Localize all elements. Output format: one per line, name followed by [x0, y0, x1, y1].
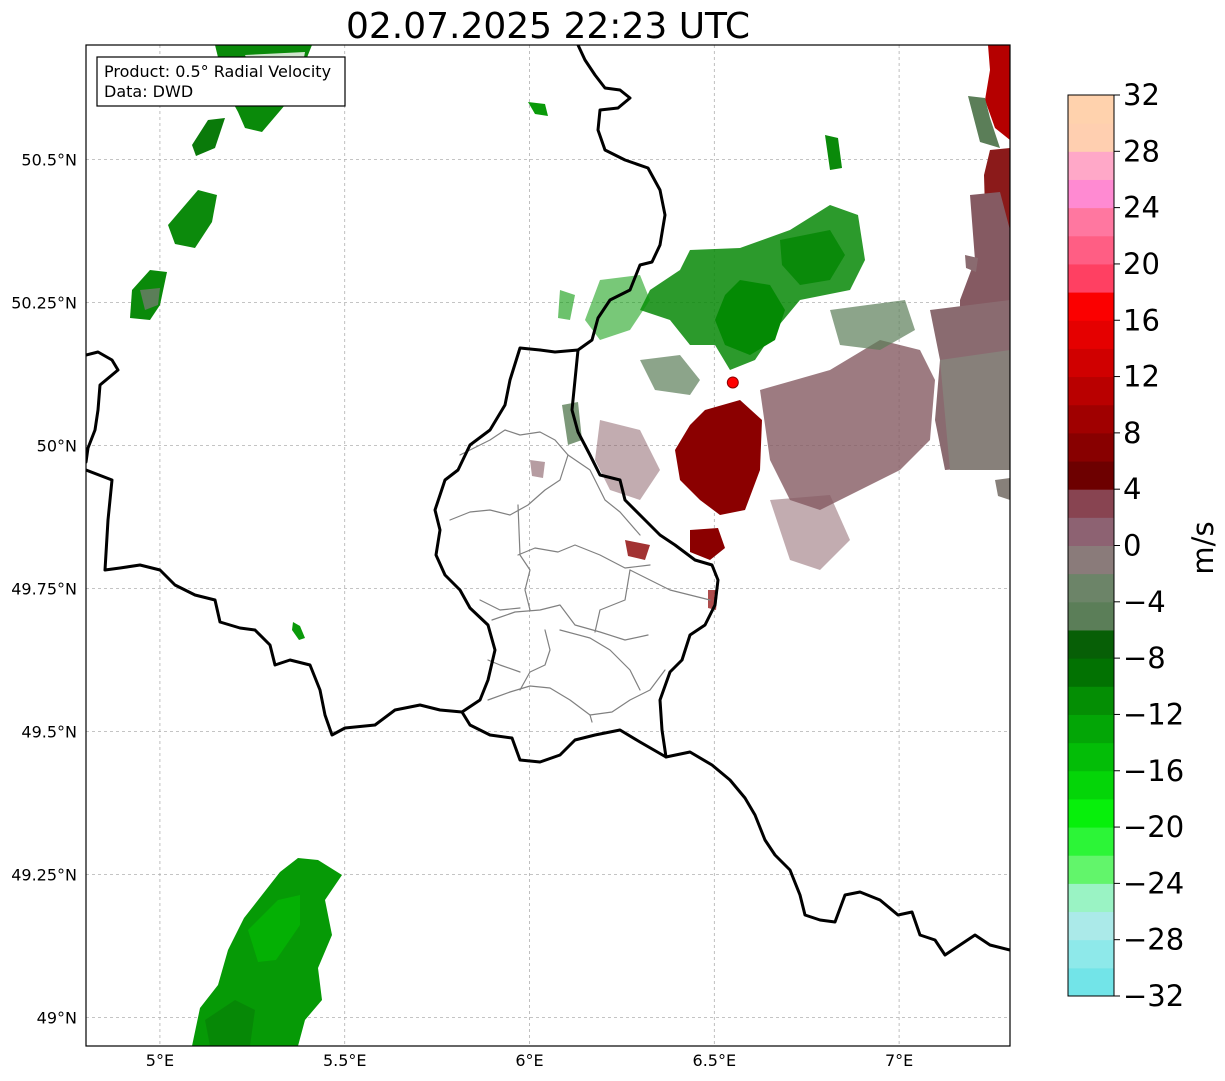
colorbar-tick-label: −32 — [1123, 979, 1184, 1013]
colorbar-label: m/s — [1186, 521, 1220, 574]
colorbar-segment — [1068, 207, 1114, 237]
colorbar-segment — [1068, 770, 1114, 800]
y-tick-label: 49°N — [37, 1008, 77, 1027]
map-background — [86, 45, 1010, 1046]
colorbar-segment — [1068, 123, 1114, 152]
colorbar-tick-label: −4 — [1123, 585, 1166, 619]
colorbar-segment — [1068, 967, 1114, 997]
colorbar-segment — [1068, 151, 1114, 180]
colorbar-segment — [1068, 573, 1114, 603]
echo-central-mauve — [530, 300, 935, 570]
colorbar-segment — [1068, 545, 1114, 575]
y-tick-label: 49.75°N — [11, 579, 77, 598]
colorbar-segment — [1068, 798, 1114, 828]
internal-boundaries — [449, 429, 711, 723]
colorbar-segment — [1068, 883, 1114, 913]
colorbar-tick-label: 20 — [1123, 247, 1160, 281]
colorbar-segment — [1068, 95, 1114, 124]
x-tick-label: 7°E — [885, 1051, 913, 1070]
x-tick-label: 6.5°E — [693, 1051, 737, 1070]
colorbar: 32 28 24 20 16 12 8 4 0 −4 −8 −12 −16 −20 −24 −28 −32 — [1067, 78, 1184, 1013]
y-tick-label: 50°N — [37, 436, 77, 455]
map-borders — [86, 45, 1010, 957]
x-tick-label: 6°E — [515, 1051, 543, 1070]
colorbar-tick-label: −20 — [1123, 810, 1184, 844]
colorbar-segment — [1068, 432, 1114, 462]
colorbar-tick-label: 12 — [1123, 360, 1160, 394]
colorbar-tick-label: −12 — [1123, 697, 1184, 731]
colorbar-segment — [1068, 517, 1114, 546]
y-tick-label: 49.5°N — [21, 722, 77, 741]
colorbar-segment — [1068, 742, 1114, 772]
colorbar-segment — [1068, 911, 1114, 941]
colorbar-segment — [1068, 686, 1114, 715]
y-axis-ticks: 49°N 49.25°N 49.5°N 49.75°N 50°N 50.25°N 50.5°… — [11, 150, 77, 1027]
colorbar-segment — [1068, 235, 1114, 265]
colorbar-segment — [1068, 855, 1114, 884]
national-borders — [86, 45, 1010, 957]
colorbar-segment — [1068, 404, 1114, 434]
x-axis-ticks: 5°E 5.5°E 6°E 6.5°E 7°E — [146, 1051, 913, 1070]
y-tick-label: 50.5°N — [21, 150, 77, 169]
info-product: Product: 0.5° Radial Velocity — [104, 62, 331, 81]
colorbar-tick-label: 8 — [1123, 416, 1141, 450]
colorbar-segment — [1068, 320, 1114, 349]
colorbar-segment — [1068, 601, 1114, 631]
echo-green-band-southwest — [192, 858, 342, 1046]
map-frame — [85, 44, 1011, 1047]
colorbar-tick-label: 28 — [1123, 134, 1160, 168]
colorbar-segment — [1068, 292, 1114, 321]
info-data-source: Data: DWD — [104, 82, 193, 101]
colorbar-tick-label: 32 — [1123, 78, 1160, 112]
colorbar-segment — [1068, 263, 1114, 293]
echo-central-darkred — [625, 400, 762, 610]
colorbar-tick-label: −24 — [1123, 866, 1184, 900]
y-tick-label: 50.25°N — [11, 293, 77, 312]
colorbar-segment — [1068, 179, 1114, 209]
info-box: Product: 0.5° Radial Velocity Data: DWD — [96, 56, 346, 107]
colorbar-segment — [1068, 827, 1114, 856]
colorbar-tick-label: 4 — [1123, 472, 1141, 506]
colorbar-segment — [1068, 658, 1114, 687]
colorbar-segment — [1068, 629, 1114, 659]
colorbar-segment — [1068, 348, 1114, 378]
colorbar-segment — [1068, 461, 1114, 490]
echo-northeast-edge — [825, 45, 1010, 500]
radar-site-marker — [726, 376, 739, 389]
colorbar-segment — [1068, 489, 1114, 518]
colorbar-segment — [1068, 714, 1114, 744]
x-tick-label: 5°E — [146, 1051, 174, 1070]
map-title: 02.07.2025 22:23 UTC — [346, 6, 750, 47]
echo-central-green — [528, 102, 865, 395]
colorbar-tick-label: −28 — [1123, 923, 1184, 957]
colorbar-tick-label: 16 — [1123, 303, 1160, 337]
colorbar-tick-label: −8 — [1123, 641, 1166, 675]
colorbar-tick-label: −16 — [1123, 754, 1184, 788]
y-tick-label: 49.25°N — [11, 865, 77, 884]
colorbar-tick-label: 0 — [1123, 529, 1141, 563]
colorbar-tick-label: 24 — [1123, 191, 1160, 225]
colorbar-segment — [1068, 939, 1114, 969]
colorbar-segment — [1068, 376, 1114, 406]
x-tick-label: 5.5°E — [323, 1051, 367, 1070]
